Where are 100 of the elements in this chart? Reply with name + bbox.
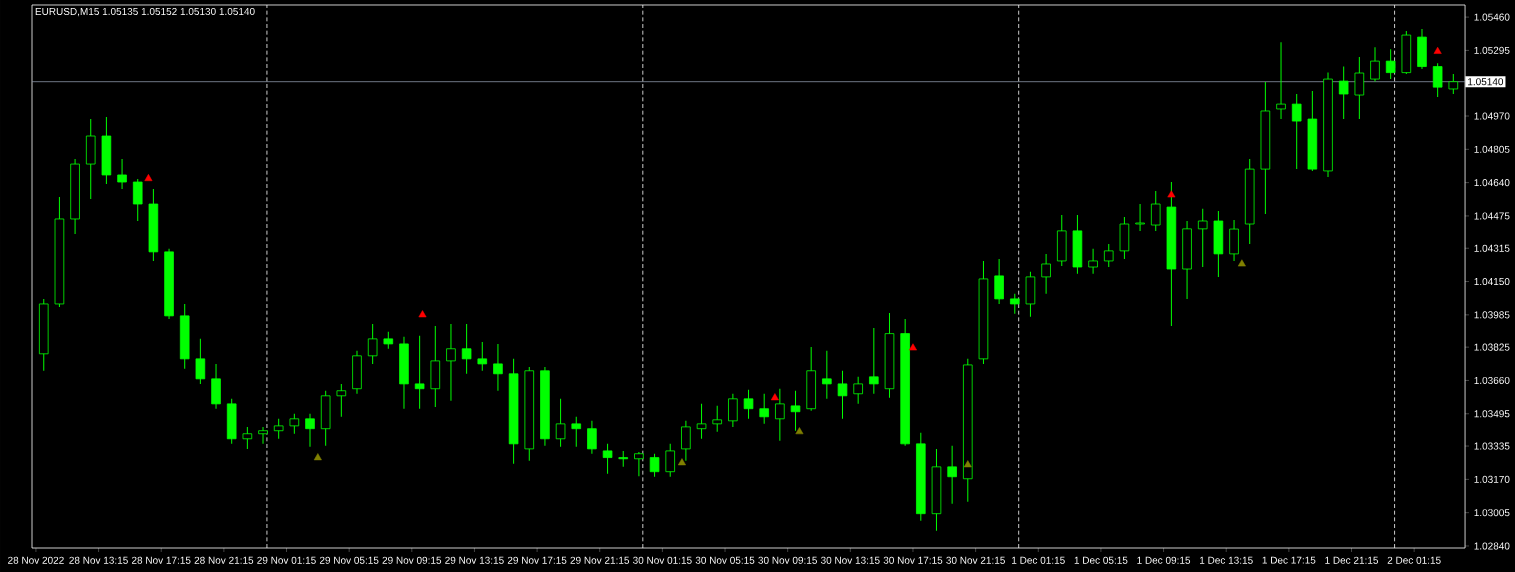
x-tick-label: 1 Dec 09:15 [1137,556,1191,564]
candlestick [493,343,503,392]
x-tick-label: 30 Nov 21:15 [946,556,1005,564]
candlestick [461,323,472,375]
x-tick-label: 1 Dec 17:15 [1262,556,1316,564]
candlestick [728,393,738,428]
y-tick-label: 1.03660 [1474,376,1510,384]
candlestick [837,370,848,420]
candlestick [869,327,879,395]
candlestick [853,376,863,405]
y-tick-label: 1.02840 [1474,542,1510,550]
candlestick [1010,293,1020,315]
candlestick [681,420,691,462]
chart-title: EURUSD,M15 1.05135 1.05152 1.05130 1.05140 [35,7,255,17]
x-tick-label: 1 Dec 05:15 [1074,556,1128,564]
point [963,460,972,468]
point [770,393,779,401]
x-tick-label: 29 Nov 09:15 [382,556,442,564]
x-tick-label: 30 Nov 13:15 [820,556,880,564]
ref-line-label: 1.05140 [1468,78,1504,86]
x-tick-label: 1 Dec 21:15 [1325,556,1379,564]
candlestick [634,451,644,477]
point [1237,259,1246,267]
candlestick [117,158,127,190]
candlestick [477,341,488,372]
x-tick-label: 28 Nov 13:15 [69,556,128,564]
point [909,343,917,351]
candlestick [665,443,676,478]
candlestick [712,405,722,433]
candlestick [305,413,315,448]
y-tick-label: 1.04640 [1474,179,1510,187]
x-tick-label: 29 Nov 13:15 [445,556,504,564]
x-tick-label: 28 Nov 21:15 [194,556,254,564]
candlestick [367,323,378,365]
point [418,310,427,318]
y-tick-label: 1.03825 [1474,343,1510,351]
y-tick-label: 1.05295 [1474,46,1510,54]
y-tick-label: 1.04315 [1474,244,1510,252]
candlestick [132,178,143,222]
candlestick [1370,46,1380,82]
y-tick-label: 1.04970 [1474,112,1510,120]
candlestick [1291,93,1302,170]
point [313,453,322,461]
candlestick [1276,41,1286,120]
candlestick [1338,66,1349,120]
y-tick-label: 1.04150 [1474,278,1510,286]
candlestick [759,393,769,425]
point [795,427,804,435]
y-tick-label: 1.03335 [1474,442,1510,450]
y-tick-label: 1.03170 [1474,475,1510,483]
candlestick [336,383,347,418]
candlestick [1041,253,1051,295]
point [1433,46,1442,54]
candlestick [242,426,253,450]
candlestick [1150,190,1161,232]
x-tick-label: 29 Nov 17:15 [507,556,567,564]
x-tick-label: 1 Dec 01:15 [1012,556,1065,564]
x-tick-label: 30 Nov 05:15 [695,556,755,564]
candlestick [195,338,206,385]
candlestick [446,323,456,402]
candlestick [414,335,425,410]
candlestick [947,445,957,505]
candlestick [822,350,832,400]
candlestick [696,403,707,440]
candlestick [1135,203,1145,232]
x-tick-label: 30 Nov 09:15 [758,556,817,564]
x-tick-label: 29 Nov 05:15 [319,556,379,564]
candlestick [743,389,754,420]
candlestick [258,426,268,445]
x-tick-label: 2 Dec 01:15 [1387,556,1441,564]
candlestick [273,418,284,440]
candlestick [1354,56,1365,120]
x-tick-label: 1 Dec 13:15 [1200,556,1253,564]
candlestick [587,420,597,455]
x-tick-label: 30 Nov 17:15 [883,556,943,564]
candlestick [1088,248,1098,275]
candlestick [649,453,660,478]
y-tick-label: 1.04475 [1474,212,1510,220]
candlestick [571,416,582,448]
y-tick-label: 1.03495 [1474,410,1510,418]
point [678,458,686,466]
x-tick-label: 30 Nov 01:15 [633,556,692,564]
candlestick [1432,62,1443,98]
point [144,174,153,181]
x-tick-label: 28 Nov 2022 [8,556,64,564]
x-tick-label: 28 Nov 17:15 [131,556,191,564]
candlestick [1385,48,1396,80]
candlestick [1197,208,1208,268]
candlestick [1448,73,1459,95]
y-tick-label: 1.03005 [1474,509,1510,517]
candlestick [1103,243,1114,268]
x-tick-label: 29 Nov 21:15 [570,556,630,564]
candlestick [555,398,566,448]
y-tick-label: 1.04805 [1474,145,1510,153]
candlestick [994,258,1004,305]
y-tick-label: 1.05460 [1474,13,1510,21]
point [1167,190,1176,198]
y-tick-label: 1.03985 [1474,311,1510,319]
candlestick [289,413,300,435]
candlestick [602,443,613,475]
